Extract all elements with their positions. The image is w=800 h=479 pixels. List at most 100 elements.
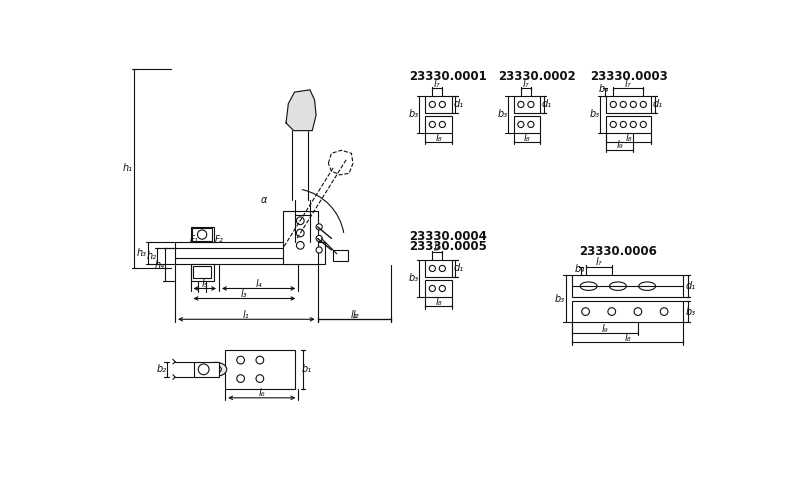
Text: l₈: l₈ <box>624 333 631 343</box>
Text: l₈: l₈ <box>524 133 530 143</box>
Circle shape <box>439 102 446 107</box>
Text: h₃: h₃ <box>137 248 147 258</box>
Circle shape <box>198 364 209 375</box>
Text: l₄: l₄ <box>255 279 262 289</box>
Text: l₁: l₁ <box>243 309 250 319</box>
Text: d₁: d₁ <box>686 281 696 291</box>
Text: b₁: b₁ <box>302 365 312 374</box>
Text: b₄: b₄ <box>599 84 609 94</box>
Text: 23330.0004: 23330.0004 <box>410 230 487 243</box>
Text: l₈: l₈ <box>435 133 442 143</box>
Text: d₁: d₁ <box>653 100 663 109</box>
Circle shape <box>297 217 304 225</box>
Text: l₇: l₇ <box>434 80 441 90</box>
Polygon shape <box>286 90 316 131</box>
Circle shape <box>430 121 435 127</box>
Circle shape <box>620 102 626 107</box>
Bar <box>190 264 214 281</box>
Text: b₂: b₂ <box>156 365 166 374</box>
Text: α: α <box>261 195 267 205</box>
Circle shape <box>634 308 642 316</box>
Circle shape <box>630 121 636 127</box>
Ellipse shape <box>638 282 656 290</box>
Ellipse shape <box>205 363 226 376</box>
Ellipse shape <box>610 282 626 290</box>
Text: l₂: l₂ <box>351 309 358 319</box>
Bar <box>572 275 683 297</box>
Bar <box>514 96 540 113</box>
Circle shape <box>430 265 435 272</box>
Bar <box>333 250 349 261</box>
Circle shape <box>256 375 264 382</box>
Text: l₇: l₇ <box>595 257 602 266</box>
Circle shape <box>582 308 590 316</box>
Bar <box>572 301 683 322</box>
Circle shape <box>630 102 636 107</box>
Bar <box>426 96 451 113</box>
Circle shape <box>620 121 626 127</box>
Circle shape <box>316 224 322 230</box>
Circle shape <box>439 121 446 127</box>
Circle shape <box>237 356 245 364</box>
Bar <box>192 228 212 241</box>
Circle shape <box>316 235 322 241</box>
Text: b₃: b₃ <box>555 294 566 304</box>
Text: h₁: h₁ <box>122 163 133 173</box>
Circle shape <box>608 308 615 316</box>
Text: l₃: l₃ <box>241 289 248 299</box>
Text: b₃: b₃ <box>409 274 419 284</box>
Circle shape <box>430 285 435 292</box>
Circle shape <box>297 241 304 249</box>
Circle shape <box>439 285 446 292</box>
Bar <box>193 266 211 278</box>
Bar <box>606 116 651 133</box>
Circle shape <box>237 375 245 382</box>
Circle shape <box>528 121 534 127</box>
Text: l₇: l₇ <box>434 243 441 253</box>
Circle shape <box>297 229 304 237</box>
Text: l₂: l₂ <box>353 309 359 319</box>
Text: l₆: l₆ <box>258 388 265 398</box>
Circle shape <box>660 308 668 316</box>
Text: b₃: b₃ <box>498 110 507 119</box>
Bar <box>426 116 451 133</box>
Text: b₃: b₃ <box>686 307 696 317</box>
Circle shape <box>439 265 446 272</box>
Text: 23330.0005: 23330.0005 <box>410 240 487 252</box>
Bar <box>514 116 540 133</box>
Text: 23330.0001: 23330.0001 <box>410 70 487 83</box>
Text: 23330.0002: 23330.0002 <box>498 70 576 83</box>
Text: b₃: b₃ <box>409 110 419 119</box>
Bar <box>606 96 651 113</box>
Text: l₈: l₈ <box>626 133 632 143</box>
Text: 23330.0006: 23330.0006 <box>579 245 657 258</box>
Bar <box>426 260 451 277</box>
Bar <box>194 362 219 377</box>
Circle shape <box>316 247 322 253</box>
Circle shape <box>430 102 435 107</box>
Bar <box>175 242 326 264</box>
Text: l₇: l₇ <box>522 80 529 90</box>
Text: d₁: d₁ <box>454 100 463 109</box>
Circle shape <box>528 102 534 107</box>
Bar <box>226 350 294 388</box>
Text: h₂: h₂ <box>147 251 157 261</box>
Bar <box>283 212 318 264</box>
Text: F₁: F₁ <box>190 236 198 244</box>
Circle shape <box>640 121 646 127</box>
Ellipse shape <box>210 365 222 373</box>
Text: l₉: l₉ <box>602 323 608 333</box>
Circle shape <box>610 102 616 107</box>
Bar <box>190 227 214 242</box>
Text: d₁: d₁ <box>542 100 552 109</box>
Text: l₈: l₈ <box>435 297 442 307</box>
Text: l₇: l₇ <box>625 80 632 90</box>
Text: b₃: b₃ <box>590 110 600 119</box>
Text: l₅: l₅ <box>202 279 208 289</box>
Bar <box>426 280 451 297</box>
Text: l₉: l₉ <box>617 140 623 150</box>
Circle shape <box>610 121 616 127</box>
Ellipse shape <box>580 282 597 290</box>
Circle shape <box>518 121 524 127</box>
Circle shape <box>640 102 646 107</box>
